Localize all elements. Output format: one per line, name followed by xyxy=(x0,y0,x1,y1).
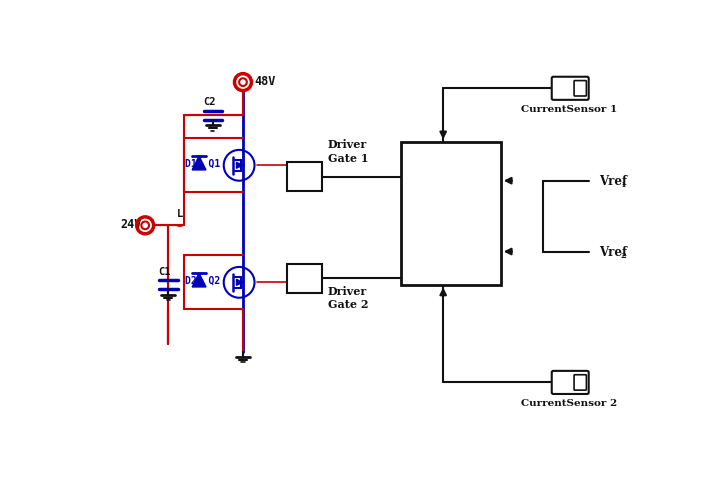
Text: 1: 1 xyxy=(620,180,626,188)
Text: Vref: Vref xyxy=(599,245,628,259)
Text: L: L xyxy=(177,209,183,219)
Text: CurrentSensor 2: CurrentSensor 2 xyxy=(521,398,617,407)
Text: 48V: 48V xyxy=(255,75,276,88)
Bar xyxy=(287,163,322,192)
Text: Micro-: Micro- xyxy=(425,200,477,214)
Text: Driver: Driver xyxy=(328,139,367,150)
Text: D1  Q1: D1 Q1 xyxy=(185,158,221,168)
Text: Driver: Driver xyxy=(328,285,367,296)
Text: C1: C1 xyxy=(158,266,170,276)
Text: 2: 2 xyxy=(620,251,626,259)
FancyBboxPatch shape xyxy=(574,375,586,390)
FancyBboxPatch shape xyxy=(552,78,589,101)
Text: Controller: Controller xyxy=(411,215,491,229)
Text: Vref: Vref xyxy=(599,175,628,188)
Text: 24V: 24V xyxy=(121,218,142,231)
Text: Gate 1: Gate 1 xyxy=(328,153,368,164)
FancyBboxPatch shape xyxy=(552,371,589,394)
Text: CurrentSensor 1: CurrentSensor 1 xyxy=(521,105,617,113)
Text: C2: C2 xyxy=(203,97,215,107)
FancyBboxPatch shape xyxy=(574,82,586,97)
Polygon shape xyxy=(192,157,206,170)
Text: Gate 2: Gate 2 xyxy=(328,299,368,310)
Polygon shape xyxy=(192,274,206,288)
Bar xyxy=(401,143,501,285)
Bar xyxy=(287,264,322,293)
Text: D2  Q2: D2 Q2 xyxy=(185,275,221,285)
